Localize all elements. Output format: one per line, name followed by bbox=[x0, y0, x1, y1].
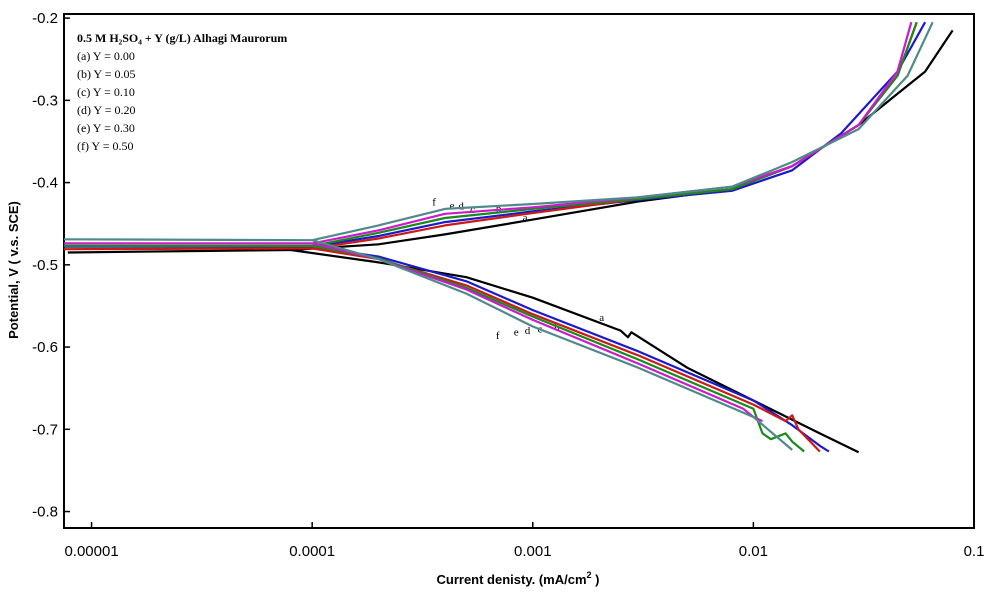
legend-title: 0.5 M H₂SO₄ + Y (g/L) Alhagi Maurorum bbox=[77, 31, 287, 45]
series-d-cathodic-line bbox=[311, 244, 805, 453]
legend-item-e: (e) Y = 0.30 bbox=[77, 121, 135, 135]
curve-label-a-cathodic: a bbox=[599, 312, 604, 324]
x-axis-title-main: Current denisty. (mA/cm bbox=[437, 572, 587, 587]
y-tick-label: -0.8 bbox=[32, 504, 58, 521]
y-tick-label: -0.4 bbox=[32, 175, 58, 192]
curve-label-a-anodic: a bbox=[523, 212, 528, 224]
y-tick-label: -0.3 bbox=[32, 92, 58, 109]
x-tick-label: 0.001 bbox=[514, 543, 552, 560]
curve-label-c-anodic: c bbox=[470, 204, 475, 216]
legend: 0.5 M H₂SO₄ + Y (g/L) Alhagi Maurorum (a… bbox=[77, 31, 287, 153]
x-axis-title: Current denisty. (mA/cm2 ) bbox=[437, 570, 600, 587]
curve-label-f-cathodic: f bbox=[496, 330, 500, 342]
x-axis-title-sup: 2 bbox=[587, 570, 592, 580]
legend-item-f: (f) Y = 0.50 bbox=[77, 139, 134, 153]
series-f-cathodic-line bbox=[311, 239, 793, 451]
series-a-anodic-line bbox=[67, 29, 954, 254]
plot-frame bbox=[63, 13, 975, 529]
y-axis-title: Potential, V ( v.s. SCE) bbox=[6, 201, 21, 339]
y-axis-ticks: -0.2 -0.3 -0.4 -0.5 -0.6 -0.7 -0.8 bbox=[32, 10, 70, 521]
curve-label-f-anodic: f bbox=[432, 197, 436, 209]
curve-label-e-cathodic: e bbox=[514, 327, 519, 339]
curve-label-e-anodic: e bbox=[450, 200, 455, 212]
curve-label-d-cathodic: d bbox=[525, 325, 531, 337]
y-tick-label: -0.6 bbox=[32, 339, 58, 356]
x-tick-label: 0.00001 bbox=[64, 543, 118, 560]
y-tick-label: -0.5 bbox=[32, 257, 58, 274]
curve-label-d-anodic: d bbox=[458, 201, 464, 213]
series-f-anodic-line bbox=[63, 21, 934, 242]
x-tick-label: 0.1 bbox=[964, 543, 985, 560]
x-tick-label: 0.01 bbox=[739, 543, 768, 560]
legend-item-c: (c) Y = 0.10 bbox=[77, 85, 135, 99]
series-b-cathodic-line bbox=[312, 245, 830, 453]
x-axis-ticks: 0.00001 0.0001 0.001 0.01 0.1 bbox=[64, 522, 984, 560]
x-tick-label: 0.0001 bbox=[289, 543, 335, 560]
y-tick-label: -0.2 bbox=[32, 10, 58, 27]
legend-item-d: (d) Y = 0.20 bbox=[77, 103, 136, 117]
y-tick-label: -0.7 bbox=[32, 421, 58, 438]
legend-item-b: (b) Y = 0.05 bbox=[77, 67, 136, 81]
legend-item-a: (a) Y = 0.00 bbox=[77, 49, 135, 63]
x-axis-title-end: ) bbox=[592, 572, 600, 587]
